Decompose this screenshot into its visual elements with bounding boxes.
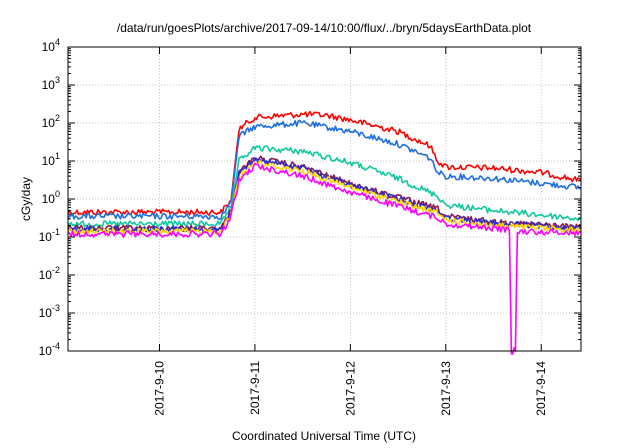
x-axis: 2017-9-10 2017-9-11 2017-9-12 2017-9-13 2017… <box>152 47 548 416</box>
series-group <box>67 110 582 355</box>
y-tick-label: 10-1 <box>39 227 60 244</box>
series-line-1 <box>67 110 582 216</box>
series-line-4 <box>67 155 582 232</box>
x-axis-label: Coordinated Universal Time (UTC) <box>232 429 416 443</box>
x-tick-label: 2017-9-11 <box>248 361 262 415</box>
chart-title: /data/run/goesPlots/archive/2017-09-14/1… <box>117 21 532 35</box>
y-axis-label: cGy/day <box>19 177 33 221</box>
series-line-2 <box>67 119 582 220</box>
x-tick-label: 2017-9-13 <box>439 361 453 416</box>
y-axis: 10-4 10-3 10-2 10-1 100 101 102 103 104 <box>39 37 581 358</box>
y-tick-label: 100 <box>42 189 60 206</box>
x-tick-label: 2017-9-10 <box>152 361 166 416</box>
series-line-7 <box>67 162 582 355</box>
series-line-5 <box>67 157 581 233</box>
grid <box>68 47 581 351</box>
plot-frame <box>67 46 582 352</box>
y-tick-label: 101 <box>42 151 60 168</box>
y-tick-label: 10-3 <box>39 303 60 320</box>
y-tick-label: 10-2 <box>39 265 60 282</box>
x-tick-label: 2017-9-14 <box>534 361 548 416</box>
x-tick-label: 2017-9-12 <box>343 361 357 416</box>
series-line-3 <box>67 145 582 228</box>
y-tick-label: 104 <box>42 37 60 54</box>
y-tick-label: 103 <box>42 75 60 92</box>
y-tick-label: 102 <box>42 113 60 130</box>
y-tick-label: 10-4 <box>39 341 60 358</box>
